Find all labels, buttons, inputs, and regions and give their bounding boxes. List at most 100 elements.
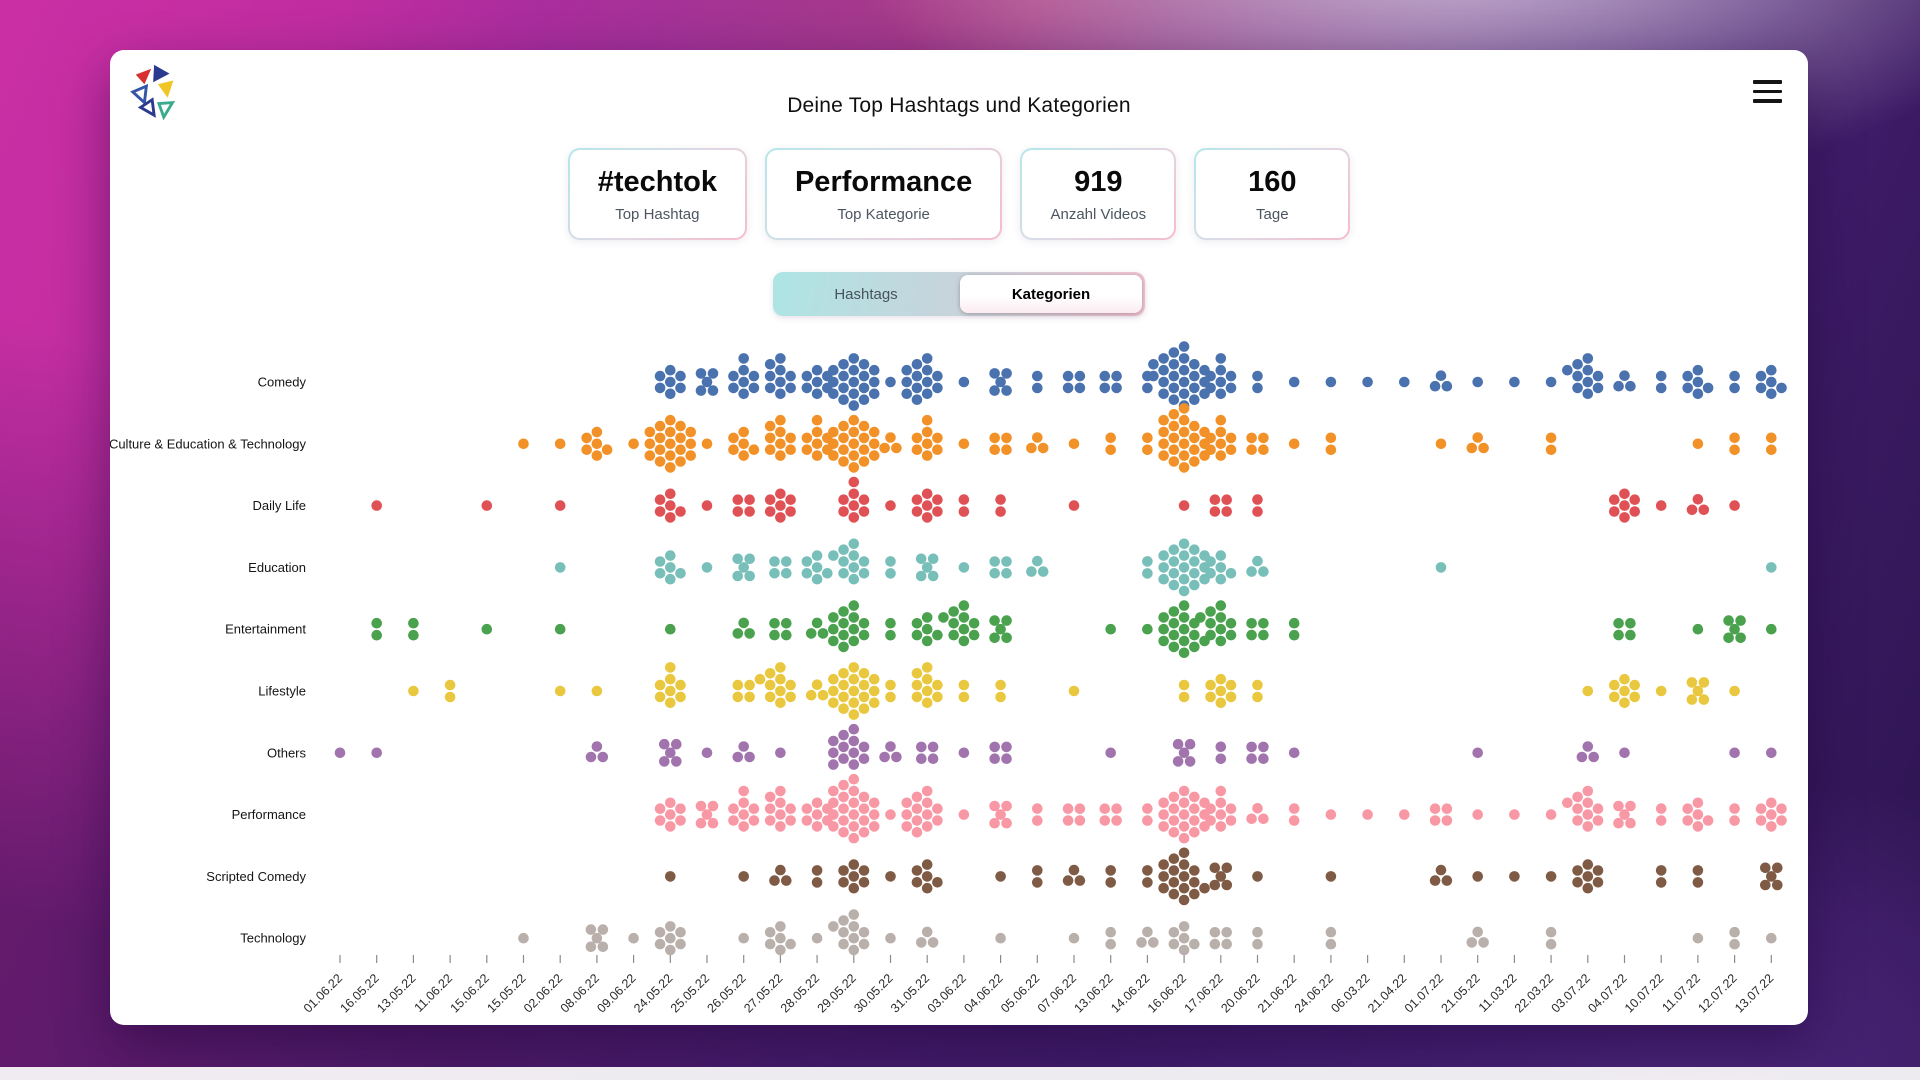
video-dot[interactable] <box>1608 679 1620 691</box>
dot-cluster[interactable] <box>1608 673 1641 709</box>
video-dot[interactable] <box>1735 615 1746 626</box>
dot-cluster[interactable] <box>1429 803 1453 826</box>
video-dot[interactable] <box>1729 685 1740 697</box>
dot-cluster[interactable] <box>1209 862 1233 891</box>
dot-cluster[interactable] <box>1158 847 1210 906</box>
dot-cluster[interactable] <box>518 932 529 944</box>
video-dot[interactable] <box>675 568 686 579</box>
video-dot[interactable] <box>665 426 676 438</box>
video-dot[interactable] <box>1215 376 1227 388</box>
video-dot[interactable] <box>665 512 676 523</box>
dot-cluster[interactable] <box>408 685 419 697</box>
video-dot[interactable] <box>554 623 566 635</box>
video-dot[interactable] <box>1142 432 1153 444</box>
video-dot[interactable] <box>1466 442 1478 454</box>
video-dot[interactable] <box>1629 679 1641 691</box>
dot-cluster[interactable] <box>811 865 823 888</box>
video-dot[interactable] <box>785 506 796 517</box>
video-dot[interactable] <box>1252 382 1263 394</box>
video-dot[interactable] <box>764 432 776 444</box>
video-dot[interactable] <box>581 444 592 456</box>
dot-cluster[interactable] <box>371 747 383 759</box>
video-dot[interactable] <box>1205 803 1216 814</box>
video-dot[interactable] <box>1325 432 1337 444</box>
video-dot[interactable] <box>654 691 666 703</box>
video-dot[interactable] <box>764 444 776 456</box>
video-dot[interactable] <box>1246 566 1257 577</box>
dot-cluster[interactable] <box>554 685 566 697</box>
video-dot[interactable] <box>775 809 786 820</box>
video-dot[interactable] <box>665 921 676 932</box>
video-dot[interactable] <box>995 679 1006 691</box>
video-dot[interactable] <box>958 438 970 450</box>
video-dot[interactable] <box>744 506 755 517</box>
video-dot[interactable] <box>581 432 592 444</box>
dot-cluster[interactable] <box>1142 865 1153 888</box>
dot-cluster[interactable] <box>764 785 796 832</box>
video-dot[interactable] <box>1760 879 1771 891</box>
video-dot[interactable] <box>891 751 902 763</box>
video-dot[interactable] <box>701 809 713 820</box>
video-dot[interactable] <box>654 382 666 394</box>
video-dot[interactable] <box>921 821 933 832</box>
dot-cluster[interactable] <box>1729 803 1740 826</box>
video-dot[interactable] <box>811 573 823 585</box>
video-dot[interactable] <box>801 382 813 394</box>
video-dot[interactable] <box>848 562 860 573</box>
video-dot[interactable] <box>1258 432 1269 444</box>
video-dot[interactable] <box>805 689 817 701</box>
video-dot[interactable] <box>707 368 719 379</box>
video-dot[interactable] <box>1189 568 1200 579</box>
video-dot[interactable] <box>1252 494 1263 505</box>
video-dot[interactable] <box>1168 618 1180 629</box>
video-dot[interactable] <box>785 494 796 506</box>
dot-cluster[interactable] <box>879 432 902 454</box>
video-dot[interactable] <box>848 573 860 585</box>
dot-cluster[interactable] <box>1613 370 1636 392</box>
dot-cluster[interactable] <box>885 500 896 511</box>
video-dot[interactable] <box>701 562 713 573</box>
video-dot[interactable] <box>665 797 676 809</box>
video-dot[interactable] <box>775 512 786 523</box>
video-dot[interactable] <box>911 432 923 444</box>
video-dot[interactable] <box>891 442 902 454</box>
video-dot[interactable] <box>1172 756 1184 767</box>
video-dot[interactable] <box>1205 568 1216 579</box>
dot-cluster[interactable] <box>958 376 970 388</box>
video-dot[interactable] <box>659 738 670 750</box>
dot-cluster[interactable] <box>1026 555 1049 577</box>
video-dot[interactable] <box>1692 685 1704 697</box>
video-dot[interactable] <box>1032 382 1043 394</box>
dot-cluster[interactable] <box>1288 376 1300 388</box>
dot-cluster[interactable] <box>1472 376 1483 388</box>
video-dot[interactable] <box>858 456 870 467</box>
dot-cluster[interactable] <box>1682 797 1714 832</box>
video-dot[interactable] <box>1205 815 1216 826</box>
dot-cluster[interactable] <box>371 500 383 511</box>
video-dot[interactable] <box>1225 691 1237 703</box>
video-dot[interactable] <box>671 756 682 767</box>
video-dot[interactable] <box>628 932 639 944</box>
video-dot[interactable] <box>958 562 970 573</box>
video-dot[interactable] <box>654 556 666 567</box>
video-dot[interactable] <box>858 370 870 382</box>
video-dot[interactable] <box>1037 566 1049 577</box>
video-dot[interactable] <box>1105 877 1116 888</box>
video-dot[interactable] <box>1189 641 1200 653</box>
dot-cluster[interactable] <box>1655 865 1667 888</box>
video-dot[interactable] <box>1209 879 1221 891</box>
video-dot[interactable] <box>1325 871 1337 882</box>
video-dot[interactable] <box>1168 791 1180 803</box>
dot-cluster[interactable] <box>1466 432 1489 454</box>
video-dot[interactable] <box>1435 562 1447 573</box>
video-dot[interactable] <box>701 376 713 388</box>
video-dot[interactable] <box>828 635 839 647</box>
dot-cluster[interactable] <box>1205 673 1237 709</box>
video-dot[interactable] <box>738 364 749 376</box>
video-dot[interactable] <box>728 815 739 826</box>
video-dot[interactable] <box>1215 685 1227 697</box>
dot-cluster[interactable] <box>1158 600 1210 659</box>
video-dot[interactable] <box>1074 875 1086 886</box>
video-dot[interactable] <box>1509 809 1520 820</box>
video-dot[interactable] <box>848 450 860 461</box>
